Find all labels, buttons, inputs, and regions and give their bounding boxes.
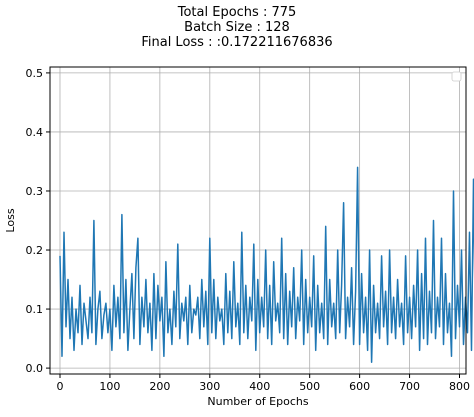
chart-title-line-1: Total Epochs : 775 — [177, 5, 297, 20]
x-tick-label: 700 — [399, 380, 420, 393]
loss-series-line — [59, 166, 474, 363]
x-tick-label: 300 — [199, 380, 220, 393]
x-axis-label: Number of Epochs — [207, 395, 308, 408]
x-tick-label: 0 — [56, 380, 63, 393]
axes-frame — [49, 66, 467, 375]
y-tick-label: 0.1 — [26, 303, 44, 316]
y-tick-label: 0.0 — [26, 362, 44, 375]
y-tick-label: 0.3 — [26, 185, 44, 198]
y-tick-label: 0.4 — [26, 126, 44, 139]
y-tick-label: 0.2 — [26, 244, 44, 257]
y-axis-label: Loss — [4, 208, 17, 232]
x-tick-label: 100 — [99, 380, 120, 393]
x-tick-label: 600 — [349, 380, 370, 393]
x-tick-label: 200 — [149, 380, 170, 393]
chart-title-line-3: Final Loss : :0.172211676836 — [141, 35, 333, 50]
y-tick-label: 0.5 — [26, 67, 44, 80]
axis-ticks: 0 100 200 300 400 500 600 700 800 0.0 0.1 0.2 0.3 0.4… — [26, 67, 471, 393]
chart-title-line-2: Batch Size : 128 — [184, 20, 290, 35]
legend-box — [451, 71, 462, 82]
x-tick-label: 500 — [299, 380, 320, 393]
x-tick-label: 400 — [249, 380, 270, 393]
x-tick-label: 800 — [449, 380, 470, 393]
